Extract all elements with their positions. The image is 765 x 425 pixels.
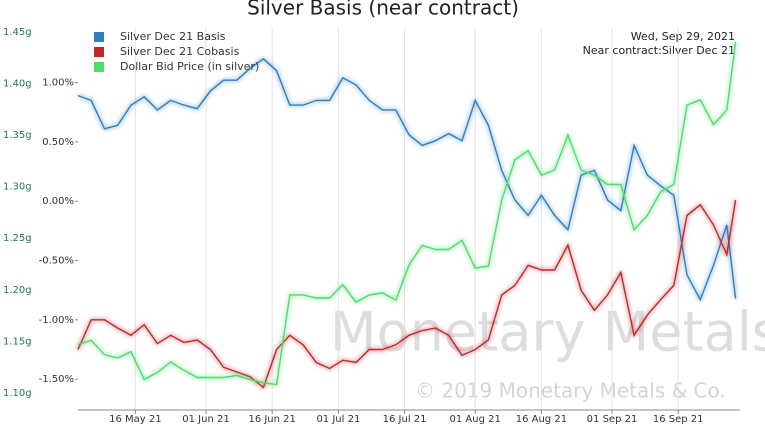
y2-tick-label: 1.15g (3, 336, 32, 347)
legend-label: Silver Dec 21 Cobasis (120, 45, 240, 58)
x-tick-label: 01 Aug 21 (450, 414, 501, 425)
x-tick-label: 16 May 21 (109, 414, 161, 425)
y-tick-label: -0.50% (39, 256, 74, 267)
y2-tick-label: 1.10g (3, 388, 32, 399)
x-tick-label: 16 Jun 21 (248, 414, 295, 425)
copyright: © 2019 Monetary Metals & Co. (415, 379, 726, 403)
y2-tick-label: 1.40g (3, 78, 32, 89)
y-tick-label: -1.50% (39, 374, 74, 385)
y2-tick-label: 1.20g (3, 285, 32, 296)
series-line (77, 199, 737, 389)
y2-tick-label: 1.30g (3, 182, 32, 193)
x-tick-label: 01 Sep 21 (587, 414, 638, 425)
y-tick-label: 0.00% (42, 196, 74, 207)
y2-tick-label: 1.25g (3, 233, 32, 244)
y2-tick-label: 1.35g (3, 130, 32, 141)
chart-title: Silver Basis (near contract) (247, 0, 519, 20)
y-tick-label: 1.00% (42, 78, 74, 89)
annotation: Wed, Sep 29, 2021 (631, 30, 735, 43)
series-line (77, 42, 737, 386)
x-tick-label: 16 Sep 21 (653, 414, 704, 425)
y2-tick-label: 1.45g (3, 27, 32, 38)
series-line (77, 57, 737, 302)
watermark: Monetary Metals (330, 301, 765, 364)
y-tick-label: 0.50% (42, 137, 74, 148)
x-tick-label: 01 Jul 21 (316, 414, 360, 425)
x-tick-label: 16 Aug 21 (516, 414, 567, 425)
x-tick-label: 01 Jun 21 (182, 414, 229, 425)
legend-label: Dollar Bid Price (in silver) (120, 60, 259, 73)
x-tick-label: 16 Jul 21 (383, 414, 427, 425)
y-tick-label: -1.00% (39, 315, 74, 326)
legend-swatch (94, 47, 104, 57)
legend-label: Silver Dec 21 Basis (120, 30, 226, 43)
legend-swatch (94, 32, 104, 42)
legend-swatch (94, 62, 104, 72)
annotation: Near contract:Silver Dec 21 (583, 44, 735, 57)
